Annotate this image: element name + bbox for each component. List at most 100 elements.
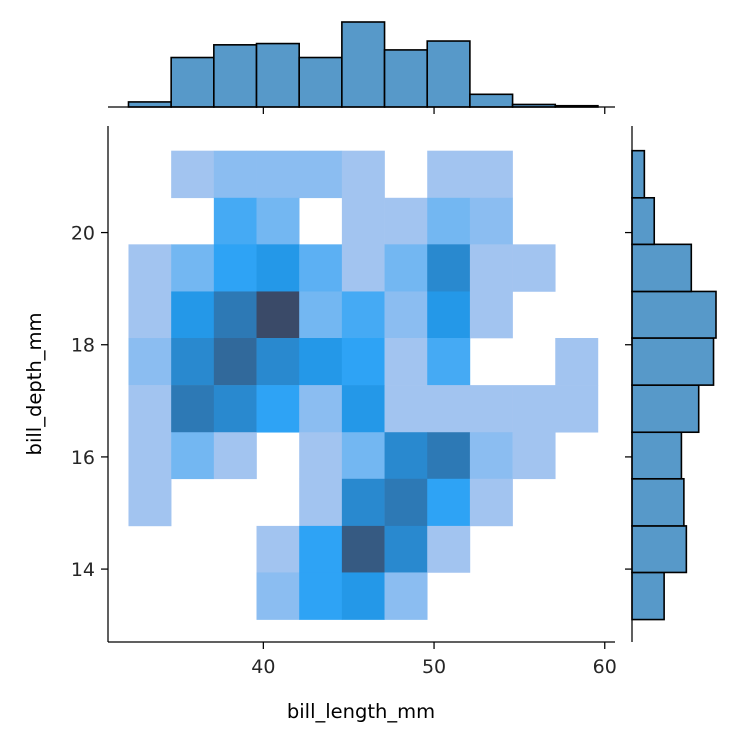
- heatmap-cell: [384, 244, 428, 292]
- heatmap-cell: [341, 385, 385, 433]
- marginal-y-bar: [631, 337, 715, 386]
- heatmap-cell: [427, 244, 471, 292]
- heatmap-cell: [213, 432, 257, 480]
- heatmap-cell: [469, 385, 513, 433]
- x-axis-ticks: 40 50 60: [251, 107, 617, 678]
- heatmap-cell: [299, 244, 343, 292]
- heatmap-cell: [299, 572, 343, 620]
- heatmap-cell: [512, 385, 556, 433]
- heatmap-cell: [427, 385, 471, 433]
- marginal-y-bar: [631, 477, 685, 527]
- heatmap-cell: [341, 338, 385, 386]
- heatmap-cell: [128, 478, 172, 527]
- heatmap-cell: [469, 150, 513, 199]
- heatmap-cell: [256, 150, 300, 199]
- heatmap-cell: [171, 291, 215, 339]
- heatmap-cell: [427, 291, 471, 339]
- y-tick-label: 16: [71, 447, 95, 469]
- heatmap-cell: [256, 338, 300, 386]
- marginal-y-bar: [631, 290, 717, 339]
- heatmap-cell: [256, 197, 300, 245]
- heatmap-cell: [171, 338, 215, 386]
- heatmap-cell: [256, 244, 300, 292]
- heatmap-cell: [384, 197, 428, 245]
- heatmap-cell: [256, 385, 300, 433]
- heatmap-cell: [299, 478, 343, 527]
- marginal-y-bar: [631, 243, 693, 293]
- heatmap-cell: [341, 572, 385, 620]
- heatmap-cell: [469, 291, 513, 339]
- marginal-y-bar: [631, 571, 665, 621]
- heatmap-cell: [213, 291, 257, 339]
- heatmap-cell: [341, 150, 385, 199]
- heatmap-cell: [341, 197, 385, 245]
- marginal-x-bar: [127, 101, 172, 108]
- heatmap-cell: [299, 291, 343, 339]
- heatmap-cell: [171, 150, 215, 199]
- y-tick-label: 18: [71, 335, 95, 357]
- marginal-x-bar: [383, 49, 429, 108]
- heatmap-cell: [341, 432, 385, 480]
- heatmap-cell: [256, 572, 300, 620]
- heatmap-cell: [555, 338, 599, 386]
- heatmap-cell: [384, 478, 428, 527]
- heatmap-cell: [213, 385, 257, 433]
- y-axis-label: bill_depth_mm: [23, 313, 46, 456]
- heatmap-cell: [512, 432, 556, 480]
- heatmap-cell: [341, 291, 385, 339]
- y-tick-label: 20: [71, 223, 95, 245]
- heatmap-cell: [341, 525, 385, 573]
- heatmap-cell: [171, 432, 215, 480]
- marginal-y-bar: [631, 384, 700, 434]
- marginal-x-bar: [298, 56, 343, 108]
- heatmap-cell: [427, 197, 471, 245]
- marginal-y-bar: [631, 196, 656, 246]
- heatmap-cell: [469, 197, 513, 245]
- y-axis-ticks: 14 16 18 20: [71, 223, 632, 581]
- heatmap-cell: [469, 478, 513, 527]
- heatmap-cell: [384, 291, 428, 339]
- marginal-y-bar: [631, 525, 688, 574]
- heatmap-cell: [128, 432, 172, 480]
- y-tick-label: 14: [71, 559, 95, 581]
- heatmap-cell: [427, 478, 471, 527]
- heatmap-cells: [128, 150, 599, 620]
- heatmap-cell: [213, 244, 257, 292]
- heatmap-cell: [384, 432, 428, 480]
- x-tick-label: 40: [251, 656, 275, 678]
- heatmap-cell: [512, 244, 556, 292]
- marginal-x-bar: [213, 44, 258, 108]
- heatmap-cell: [384, 338, 428, 386]
- heatmap-cell: [427, 338, 471, 386]
- heatmap-cell: [213, 150, 257, 199]
- heatmap-cell: [427, 432, 471, 480]
- heatmap-cell: [427, 525, 471, 573]
- marginal-x-bar: [469, 93, 514, 108]
- heatmap-cell: [469, 432, 513, 480]
- heatmap-cell: [299, 385, 343, 433]
- heatmap-cell: [299, 338, 343, 386]
- heatmap-cell: [299, 432, 343, 480]
- heatmap-cell: [299, 525, 343, 573]
- marginal-y-bar: [631, 149, 646, 199]
- heatmap-cell: [384, 572, 428, 620]
- x-tick-label: 50: [422, 656, 446, 678]
- x-axis-label: bill_length_mm: [287, 700, 435, 723]
- heatmap-cell: [128, 338, 172, 386]
- heatmap-cell: [341, 478, 385, 527]
- heatmap-cell: [213, 197, 257, 245]
- heatmap-cell: [128, 244, 172, 292]
- x-tick-label: 60: [593, 656, 617, 678]
- marginal-x-bar: [341, 21, 386, 108]
- heatmap-cell: [171, 385, 215, 433]
- heatmap-cell: [384, 525, 428, 573]
- heatmap-cell: [469, 244, 513, 292]
- heatmap-cell: [128, 385, 172, 433]
- marginal-x-bar: [255, 42, 300, 108]
- heatmap-cell: [213, 338, 257, 386]
- heatmap-cell: [341, 244, 385, 292]
- marginal-x-bar: [426, 40, 471, 108]
- heatmap-cell: [384, 385, 428, 433]
- heatmap-cell: [299, 150, 343, 199]
